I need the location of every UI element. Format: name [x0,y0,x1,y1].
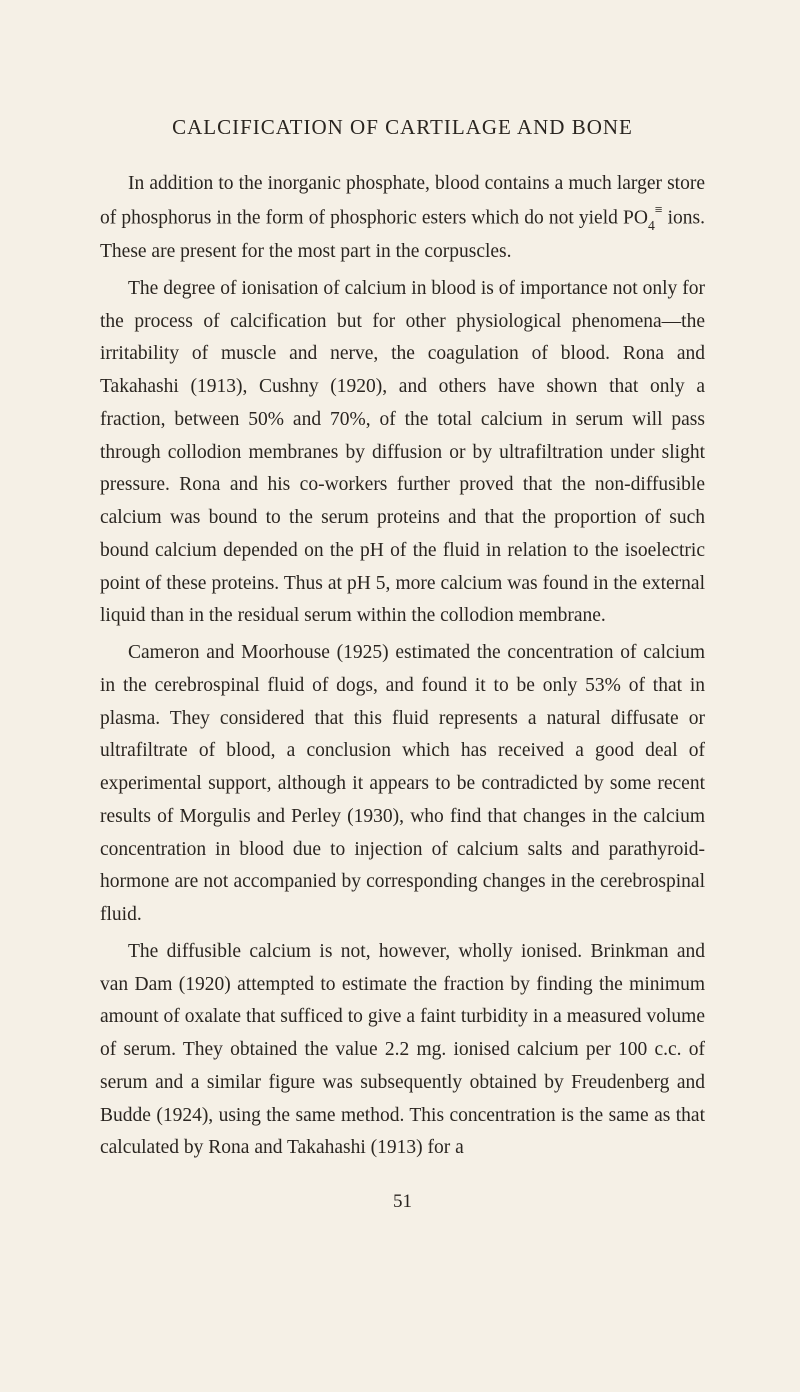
p1-subscript: 4 [648,218,655,233]
p1-superscript: ≡ [655,202,663,217]
page-container: CALCIFICATION OF CARTILAGE AND BONE In a… [0,0,800,1273]
paragraph-1: In addition to the inorganic phosphate, … [100,168,705,269]
paragraph-3: Cameron and Moorhouse (1925) estimated t… [100,637,705,932]
paragraph-4: The diffusible calcium is not, however, … [100,936,705,1165]
page-number: 51 [100,1191,705,1213]
page-title: CALCIFICATION OF CARTILAGE AND BONE [100,115,705,140]
paragraph-2: The degree of ionisation of calcium in b… [100,273,705,633]
p1-text-a: In addition to the inorganic phosphate, … [100,173,705,228]
